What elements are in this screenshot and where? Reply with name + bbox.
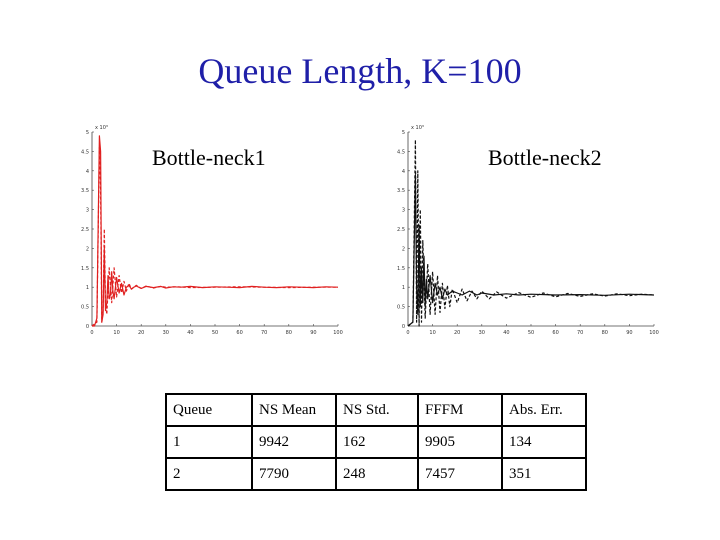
table-header-cell: Abs. Err. <box>501 393 587 427</box>
table-header-row: Queue NS Mean NS Std. FFFM Abs. Err. <box>165 393 587 427</box>
x-tick-label: 80 <box>602 330 608 336</box>
y-tick-label: 2 <box>402 246 405 252</box>
y-tick-label: 4.5 <box>397 149 405 155</box>
x-tick-label: 100 <box>649 330 659 336</box>
y-tick-label: 0.5 <box>81 305 89 311</box>
y-tick-label: 0 <box>402 324 405 330</box>
x-tick-label: 30 <box>479 330 485 336</box>
series-line-2 <box>407 139 655 327</box>
x-tick-label: 20 <box>138 330 144 336</box>
table-header-cell: Queue <box>165 393 253 427</box>
x-tick-label: 100 <box>333 330 343 336</box>
x-tick-label: 80 <box>286 330 292 336</box>
y-tick-label: 1 <box>86 285 89 291</box>
x-tick-label: 10 <box>429 330 435 336</box>
table-cell: 9942 <box>251 425 337 459</box>
y-tick-label: 5 <box>86 130 89 136</box>
table-cell: 1 <box>165 425 253 459</box>
table-cell: 351 <box>501 457 587 491</box>
x-tick-label: 30 <box>163 330 169 336</box>
y-tick-label: 3 <box>402 208 405 214</box>
y-tick-label: 3 <box>86 208 89 214</box>
x-tick-label: 0 <box>90 330 93 336</box>
x-tick-label: 20 <box>454 330 460 336</box>
y-tick-label: 0.5 <box>397 305 405 311</box>
table-header-cell: NS Mean <box>251 393 337 427</box>
y-tick-label: 1.5 <box>81 266 89 272</box>
x-tick-label: 60 <box>236 330 242 336</box>
chart-bottleneck2: x 10³ 0 10 20 30 40 50 60 70 80 90 100 0 0.5 1 1.5 2 2.5 3… <box>397 125 659 336</box>
y-tick-label: 2.5 <box>81 227 89 233</box>
table-row: 2 7790 248 7457 351 <box>165 457 587 491</box>
x-tick-label: 40 <box>503 330 509 336</box>
y-tick-label: 2.5 <box>397 227 405 233</box>
x-tick-label: 10 <box>113 330 119 336</box>
chart-bottleneck1: x 10³ 0 10 20 30 40 50 60 70 80 90 100 0 0.5 1 1.5 2 2.5 3… <box>81 125 343 336</box>
y-tick-label: 5 <box>402 130 405 136</box>
y-tick-label: 3.5 <box>81 188 89 194</box>
y-tick-label: 2 <box>86 246 89 252</box>
table-cell: 162 <box>335 425 419 459</box>
results-table: Queue NS Mean NS Std. FFFM Abs. Err. 1 9… <box>165 393 587 491</box>
y-tick-label: 1.5 <box>397 266 405 272</box>
chart-title-bottleneck1: Bottle-neck1 <box>150 145 268 171</box>
x-tick-label: 50 <box>212 330 218 336</box>
table-cell: 2 <box>165 457 253 491</box>
y-tick-label: 0 <box>86 324 89 330</box>
slide-title: Queue Length, K=100 <box>198 51 522 91</box>
y-tick-label: 4 <box>402 169 405 175</box>
table-cell: 248 <box>335 457 419 491</box>
x-tick-label: 70 <box>261 330 267 336</box>
y-tick-label: 4.5 <box>81 149 89 155</box>
series-line-2 <box>91 146 338 327</box>
table-cell: 9905 <box>417 425 503 459</box>
y-exponent-label: x 10³ <box>95 125 108 131</box>
x-tick-label: 90 <box>310 330 316 336</box>
x-tick-label: 40 <box>187 330 193 336</box>
table-row: 1 9942 162 9905 134 <box>165 425 587 459</box>
y-tick-label: 4 <box>86 169 89 175</box>
x-tick-label: 60 <box>552 330 558 336</box>
table-header-cell: FFFM <box>417 393 503 427</box>
y-exponent-label: x 10³ <box>411 125 424 131</box>
x-tick-label: 50 <box>528 330 534 336</box>
chart-title-bottleneck2: Bottle-neck2 <box>486 145 604 171</box>
y-tick-label: 1 <box>402 285 405 291</box>
table-cell: 7457 <box>417 457 503 491</box>
table-cell: 7790 <box>251 457 337 491</box>
x-tick-label: 70 <box>577 330 583 336</box>
x-tick-label: 90 <box>626 330 632 336</box>
table-cell: 134 <box>501 425 587 459</box>
x-tick-label: 0 <box>406 330 409 336</box>
y-tick-label: 3.5 <box>397 188 405 194</box>
table-header-cell: NS Std. <box>335 393 419 427</box>
